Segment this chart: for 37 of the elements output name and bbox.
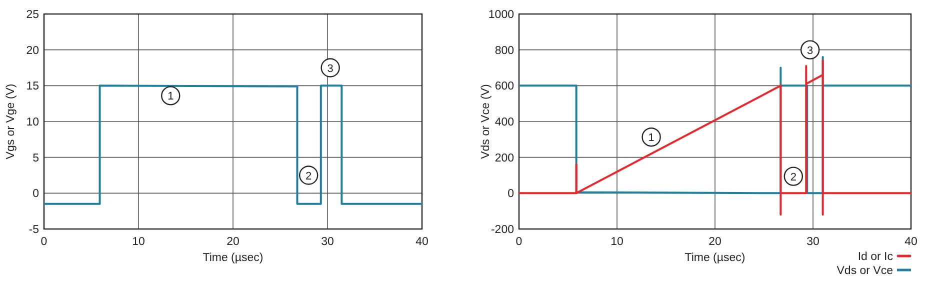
x-tick-label: 0: [516, 236, 522, 248]
y-tick-label: 0: [508, 188, 514, 200]
y-axis-title: Vds or Vce (V): [480, 84, 492, 159]
legend-label: Vds or Vce: [836, 265, 893, 277]
x-tick-label: 10: [610, 236, 624, 248]
y-axis-title: Vgs or Vge (V): [5, 84, 17, 160]
x-tick-label: 30: [321, 236, 334, 248]
x-tick-label: 40: [416, 236, 428, 248]
x-tick-label: 20: [226, 236, 240, 248]
x-axis-title: Time (µsec): [202, 252, 264, 264]
x-tick-label: 20: [708, 236, 722, 248]
annotation: 3: [327, 62, 334, 75]
y-tick-label: 800: [494, 44, 514, 57]
annotation: 3: [806, 44, 814, 57]
x-axis-title: Time (µsec): [684, 252, 746, 264]
y-tick-label: 600: [494, 80, 514, 93]
legend-label: Id or Ic: [858, 251, 894, 263]
x-tick-label: 40: [904, 236, 918, 248]
y-tick-label: 5: [32, 152, 39, 164]
annotation: 1: [168, 90, 174, 103]
line-series: [518, 60, 912, 216]
y-tick-label: 1000: [488, 9, 514, 21]
annotation: 2: [790, 171, 796, 184]
y-tick-label: -200: [490, 224, 514, 236]
x-tick-label: 0: [40, 236, 48, 248]
y-tick-label: 10: [26, 116, 39, 128]
y-tick-label: 0: [32, 188, 39, 200]
annotation: 2: [306, 170, 312, 182]
y-tick-label: 400: [494, 116, 514, 128]
x-tick-label: 10: [132, 236, 145, 248]
y-tick-label: 25: [26, 9, 39, 21]
y-tick-label: -5: [28, 224, 39, 236]
x-tick-label: 30: [806, 236, 820, 248]
y-tick-label: 20: [26, 44, 39, 57]
y-tick-label: 200: [494, 152, 514, 164]
annotation: 1: [648, 132, 654, 144]
y-tick-label: 15: [26, 80, 39, 93]
